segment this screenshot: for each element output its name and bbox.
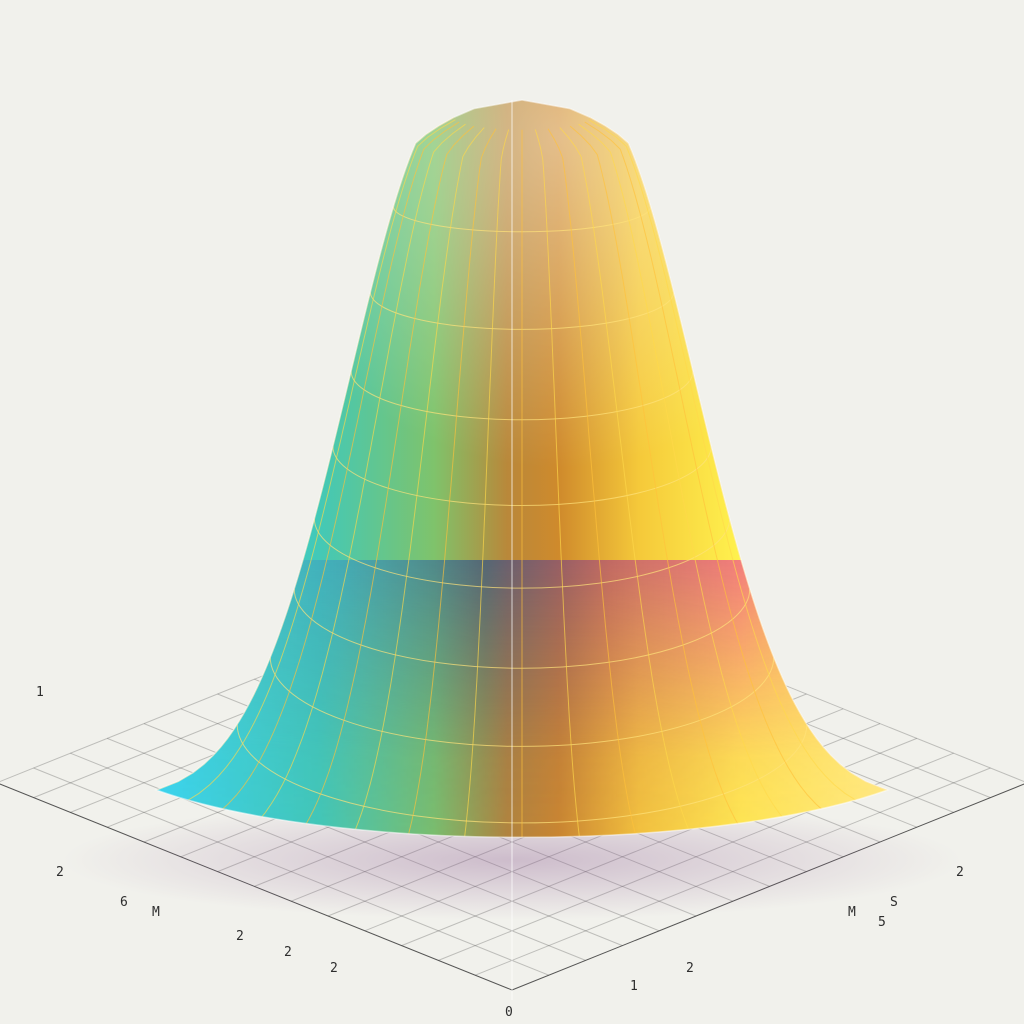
tick-label: 2 bbox=[956, 865, 964, 880]
tick-label: 2 bbox=[284, 945, 292, 960]
wireframe-meridian bbox=[588, 119, 881, 812]
tick-label: 2 bbox=[330, 961, 338, 976]
tick-label: 6 bbox=[120, 895, 128, 910]
tick-label: 5 bbox=[878, 915, 886, 930]
wireframe-meridian bbox=[578, 123, 827, 838]
wireframe-meridian bbox=[559, 127, 726, 838]
bell-surface bbox=[154, 99, 890, 839]
wireframe-meridian bbox=[534, 129, 594, 838]
bell-rim bbox=[154, 99, 890, 839]
tick-label: 2 bbox=[686, 961, 694, 976]
tick-label: 1 bbox=[36, 685, 44, 700]
wireframe-meridian bbox=[584, 121, 861, 832]
wireframe-meridian bbox=[183, 121, 460, 832]
tick-label: 1 bbox=[630, 979, 638, 994]
tick-label: M bbox=[152, 905, 160, 920]
wireframe-meridian bbox=[569, 125, 781, 838]
tick-label: S bbox=[890, 895, 898, 910]
surface-wireframe bbox=[156, 116, 888, 838]
tick-label: 2 bbox=[56, 865, 64, 880]
wireframe-meridian bbox=[263, 125, 475, 838]
wireframe-meridian bbox=[163, 119, 456, 812]
wireframe-meridian bbox=[450, 129, 510, 838]
tick-label: 2 bbox=[236, 929, 244, 944]
tick-label: 0 bbox=[505, 1005, 513, 1020]
wireframe-meridian bbox=[217, 123, 466, 838]
wireframe-meridian bbox=[381, 128, 497, 838]
wireframe-meridian bbox=[318, 127, 485, 838]
wireframe-meridian bbox=[547, 128, 663, 838]
axis-tick-labels: 2 2 2 2 2 1 0 S 6 M M 5 1 2 bbox=[36, 685, 964, 1020]
tick-label: M bbox=[848, 905, 856, 920]
